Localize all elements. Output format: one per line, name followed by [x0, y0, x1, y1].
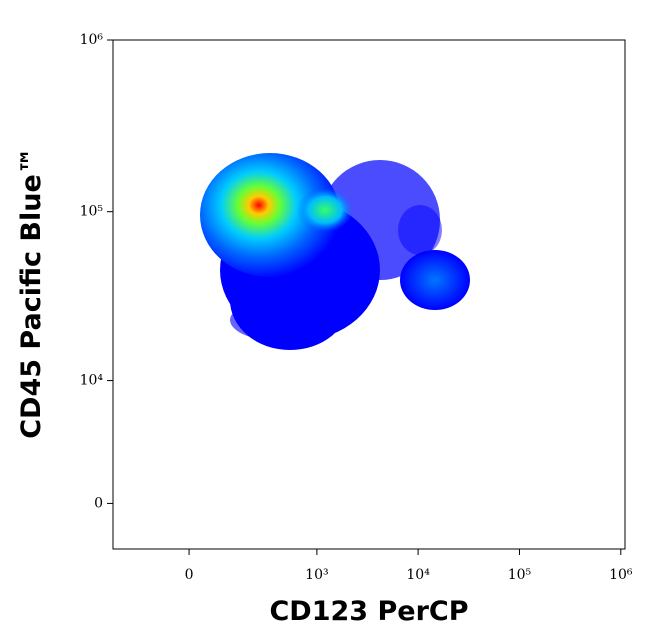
y-tick-label: 0	[94, 495, 103, 511]
x-tick-label: 10⁵	[508, 567, 532, 583]
plot-frame	[112, 39, 626, 550]
density-cloud	[200, 153, 470, 350]
y-tick-label: 10⁵	[80, 204, 104, 220]
x-axis-title: CD123 PerCP	[269, 596, 468, 627]
y-axis-title: CD45 Pacific Blue™	[16, 147, 47, 439]
x-tick-label: 10³	[305, 567, 328, 583]
x-tick-label: 10⁴	[406, 567, 430, 583]
x-tick-label: 0	[185, 567, 194, 583]
x-tick-label: 10⁶	[609, 567, 633, 583]
y-tick-label: 10⁶	[80, 32, 104, 48]
y-tick-label: 10⁴	[80, 373, 104, 389]
